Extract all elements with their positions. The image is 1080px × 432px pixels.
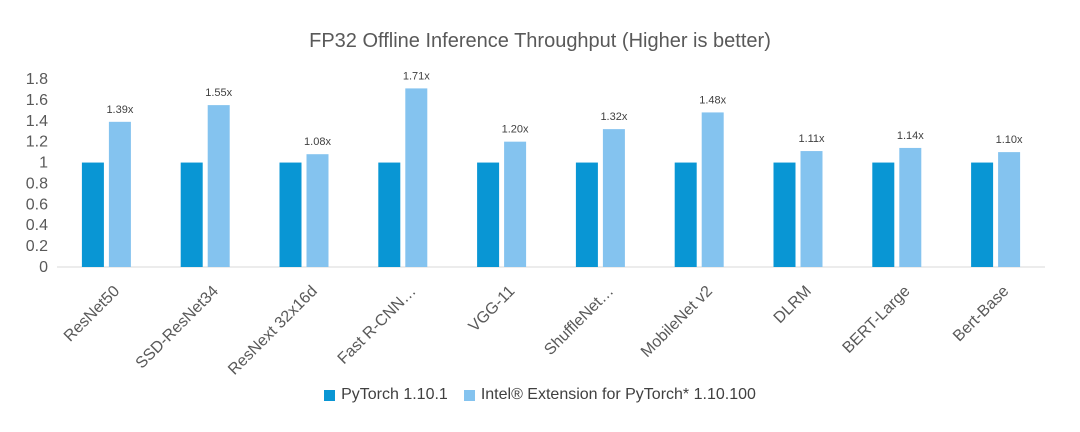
x-category-label: SSD-ResNet34	[133, 283, 222, 372]
y-tick-label: 0	[39, 259, 48, 276]
bar-pytorch	[378, 162, 401, 267]
legend-item-pytorch: PyTorch 1.10.1	[324, 386, 448, 404]
bar-data-label: 1.08x	[304, 136, 331, 148]
legend-label-pytorch: PyTorch 1.10.1	[341, 386, 448, 403]
bar-ipex	[602, 129, 625, 267]
x-category-label: ResNext 32x16d	[225, 283, 321, 379]
bar-data-label: 1.11x	[798, 133, 825, 145]
bar-ipex	[405, 88, 428, 268]
y-tick-label: 1.4	[26, 113, 48, 130]
bar-data-label: 1.39x	[106, 104, 133, 116]
bar-pytorch	[971, 162, 994, 267]
x-category-label: ShuffleNet…	[541, 283, 617, 359]
y-tick-label: 1.2	[26, 134, 48, 151]
bar-data-label: 1.71x	[403, 70, 430, 82]
chart-title: FP32 Offline Inference Throughput (Highe…	[309, 30, 771, 52]
bar-ipex	[108, 121, 131, 267]
legend: PyTorch 1.10.1 Intel® Extension for PyTo…	[0, 386, 1080, 404]
bar-pytorch	[674, 162, 697, 267]
bar-pytorch	[180, 162, 203, 267]
legend-swatch-ipex	[463, 389, 475, 401]
bar-pytorch	[279, 162, 302, 267]
bar-ipex	[504, 141, 527, 267]
y-tick-label: 1	[39, 155, 48, 172]
x-category-label: MobileNet v2	[638, 283, 716, 361]
bar-data-label: 1.55x	[205, 87, 232, 99]
bar-pytorch	[575, 162, 598, 267]
bar-ipex	[306, 154, 329, 267]
y-tick-label: 1.6	[26, 92, 48, 109]
bar-data-label: 1.14x	[897, 130, 924, 142]
legend-item-ipex: Intel® Extension for PyTorch* 1.10.100	[463, 386, 756, 404]
y-tick-label: 0.2	[26, 238, 48, 255]
bar-pytorch	[477, 162, 500, 267]
y-tick-label: 0.8	[26, 175, 48, 192]
x-category-label: VGG-11	[466, 283, 519, 336]
y-tick-label: 0.6	[26, 196, 48, 213]
y-tick-label: 0.4	[26, 217, 48, 234]
bar-data-label: 1.10x	[996, 134, 1023, 146]
y-tick-label: 1.8	[26, 71, 48, 88]
bar-ipex	[207, 105, 230, 267]
bar-data-label: 1.48x	[699, 94, 726, 106]
bar-ipex	[701, 112, 724, 267]
bar-ipex	[800, 151, 823, 267]
bar-pytorch	[81, 162, 104, 267]
bar-pytorch	[872, 162, 895, 267]
x-category-label: BERT-Large	[840, 283, 914, 357]
x-category-label: DLRM	[771, 283, 815, 327]
legend-swatch-pytorch	[324, 389, 336, 401]
legend-label-ipex: Intel® Extension for PyTorch* 1.10.100	[480, 386, 756, 403]
x-category-label: Bert-Base	[950, 283, 1012, 345]
bar-data-label: 1.32x	[600, 111, 627, 123]
bar-ipex	[998, 152, 1021, 267]
bar-data-label: 1.20x	[502, 124, 529, 136]
x-category-label: ResNet50	[61, 283, 123, 345]
x-category-label: Fast R-CNN…	[335, 283, 420, 368]
bar-ipex	[899, 147, 922, 267]
bar-pytorch	[773, 162, 796, 267]
